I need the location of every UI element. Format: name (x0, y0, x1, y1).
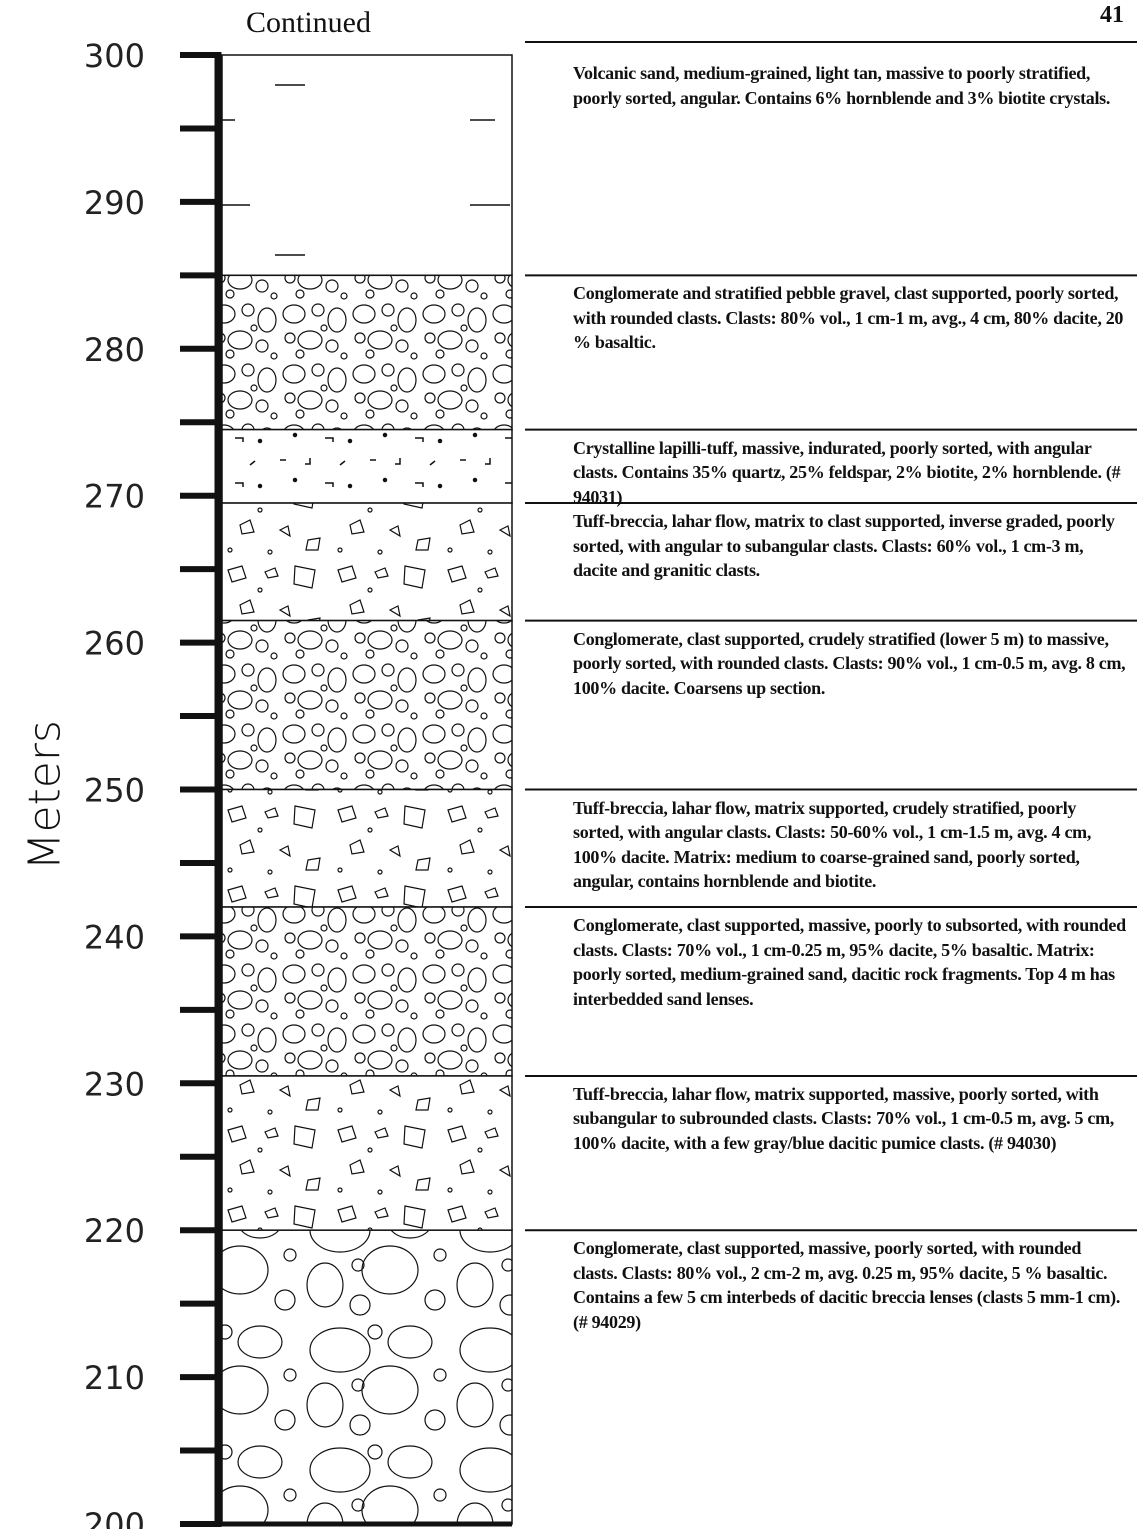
unit-description: Conglomerate and stratified pebble grave… (573, 281, 1128, 355)
lithology-unit (222, 1076, 512, 1230)
lithology-unit (222, 503, 512, 621)
tick-label: 220 (84, 1212, 145, 1250)
tick-label: 210 (84, 1359, 145, 1397)
unit-description: Conglomerate, clast supported, crudely s… (573, 627, 1128, 701)
lithology-unit (222, 55, 512, 275)
lithology-unit (222, 1230, 512, 1524)
unit-description: Conglomerate, clast supported, massive, … (573, 1236, 1128, 1334)
page: Continued 41 (0, 0, 1137, 1529)
tick-label: 250 (84, 772, 145, 810)
lithology-unit (222, 790, 512, 908)
unit-description: Crystalline lapilli-tuff, massive, indur… (573, 436, 1128, 510)
axis-label: Meters (20, 721, 71, 871)
tick-label: 200 (84, 1506, 145, 1529)
lithology-unit (222, 430, 512, 503)
tick-label: 240 (84, 918, 145, 956)
lithology-unit (222, 907, 512, 1076)
tick-label: 300 (84, 37, 145, 75)
tick-label: 280 (84, 331, 145, 369)
lithology-unit (222, 275, 512, 429)
unit-description: Volcanic sand, medium-grained, light tan… (573, 61, 1128, 110)
unit-description: Conglomerate, clast supported, massive, … (573, 913, 1128, 1011)
lithology-unit (222, 621, 512, 790)
unit-description: Tuff-breccia, lahar flow, matrix to clas… (573, 509, 1128, 583)
tick-label: 290 (84, 184, 145, 222)
tick-label: 230 (84, 1065, 145, 1103)
unit-description: Tuff-breccia, lahar flow, matrix support… (573, 796, 1128, 894)
unit-description: Tuff-breccia, lahar flow, matrix support… (573, 1082, 1128, 1156)
tick-label: 260 (84, 625, 145, 663)
tick-label: 270 (84, 478, 145, 516)
